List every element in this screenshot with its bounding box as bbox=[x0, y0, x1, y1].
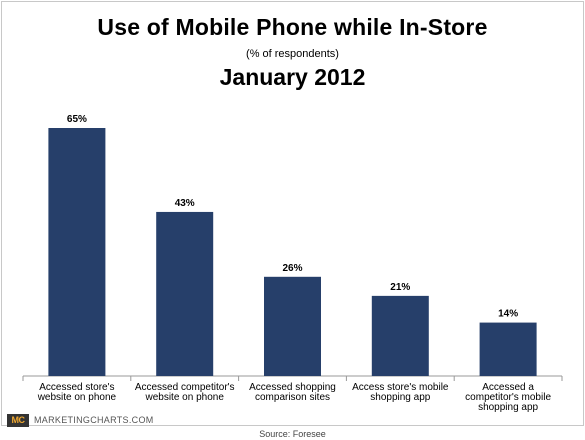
bar bbox=[264, 276, 321, 376]
category-label: Accessed competitor's website on phone bbox=[135, 382, 235, 403]
bar bbox=[156, 211, 214, 376]
source-text: Source: Foresee bbox=[259, 429, 326, 439]
chart-title: Use of Mobile Phone while In-Store bbox=[97, 14, 488, 40]
brand-text: MARKETINGCHARTS.COM bbox=[34, 415, 154, 425]
bar bbox=[48, 128, 106, 376]
category-label: Access store's mobile shopping app bbox=[352, 382, 449, 403]
bar-value-label: 21% bbox=[390, 282, 410, 293]
category-label: Accessed shopping comparison sites bbox=[249, 382, 336, 403]
category-label: Accessed store's website on phone bbox=[37, 382, 117, 403]
category-label: Accessed a competitor's mobile shopping ap… bbox=[465, 382, 551, 413]
marketingcharts-logo: MC bbox=[7, 414, 29, 427]
chart-subtitle: (% of respondents) bbox=[246, 48, 339, 60]
chart-frame bbox=[1, 1, 584, 426]
bar-value-label: 65% bbox=[67, 114, 87, 125]
chart-date: January 2012 bbox=[219, 64, 366, 90]
bar-value-label: 14% bbox=[498, 309, 518, 320]
bar bbox=[371, 295, 429, 376]
bar-value-label: 26% bbox=[282, 263, 302, 274]
bar-value-label: 43% bbox=[175, 198, 195, 209]
bar bbox=[479, 322, 537, 376]
